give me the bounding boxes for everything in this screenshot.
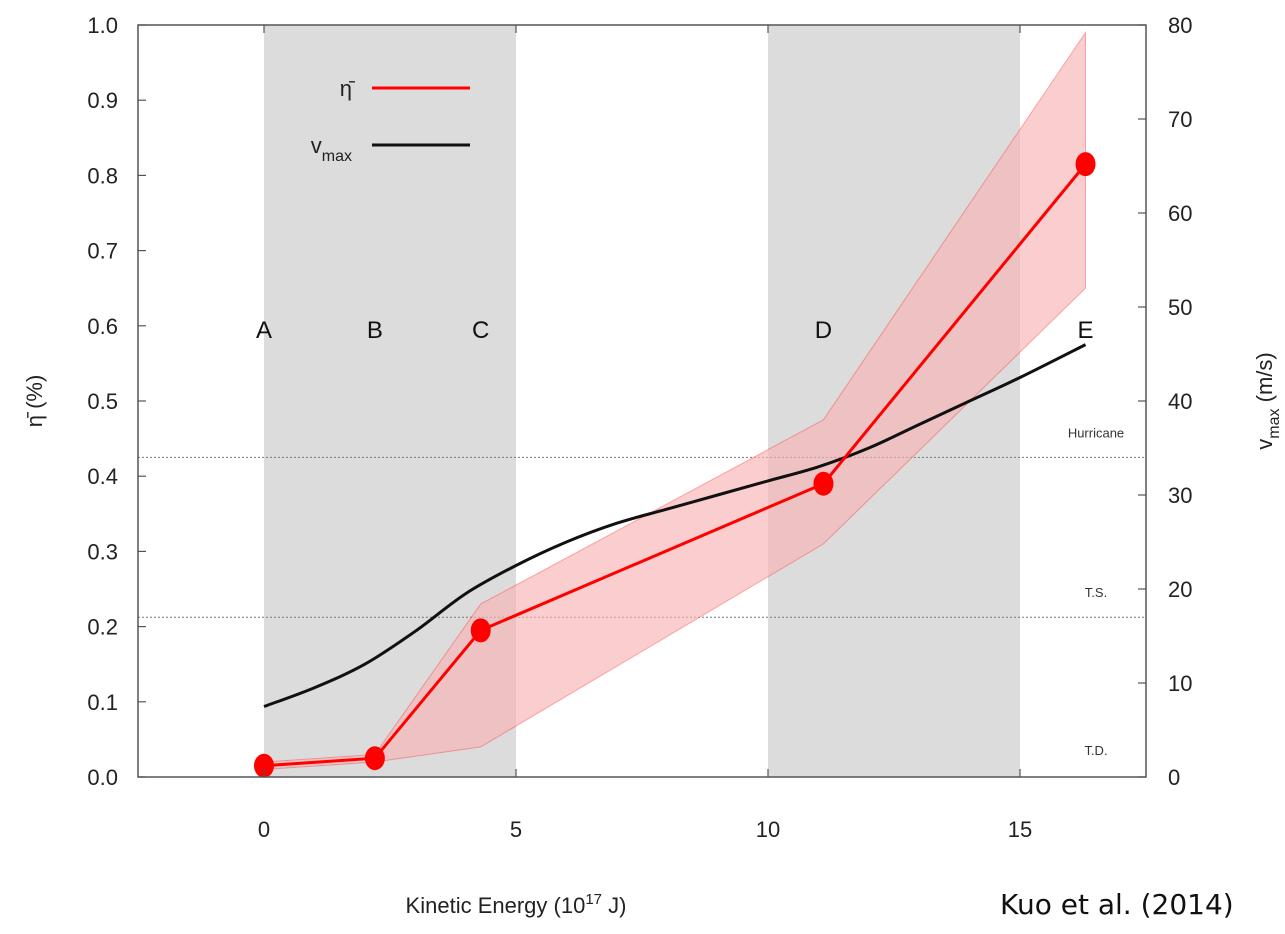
- y2-tick-label-3: 30: [1168, 483, 1192, 508]
- citation: Kuo et al. (2014): [1000, 888, 1234, 921]
- stage-label-b: B: [367, 317, 383, 344]
- y2-tick-label-1: 10: [1168, 671, 1192, 696]
- y-tick-label-7: 0.7: [87, 239, 118, 264]
- y-tick-label-8: 0.8: [87, 163, 118, 188]
- y-tick-label-2: 0.2: [87, 615, 118, 640]
- eta-point-0: [254, 753, 274, 778]
- x-axis-title: Kinetic Energy (1017 J): [406, 891, 627, 918]
- threshold-label-1: T.S.: [1085, 585, 1107, 600]
- y-tick-label-1: 0.1: [87, 690, 118, 715]
- stage-label-a: A: [256, 317, 272, 344]
- eta-point-2: [470, 618, 491, 643]
- y-tick-label-5: 0.5: [87, 389, 118, 414]
- legend-label-eta: η̄: [340, 76, 355, 101]
- x-tick-label-1: 5: [510, 817, 522, 842]
- eta-point-1: [364, 746, 385, 771]
- y-tick-label-0: 0.0: [87, 765, 118, 790]
- eta-point-3: [813, 471, 834, 496]
- eta-uncertainty-band: [263, 30, 1087, 771]
- y-tick-label-4: 0.4: [87, 464, 118, 489]
- x-tick-label-3: 15: [1008, 817, 1032, 842]
- legend-label-vmax: vmax: [311, 133, 352, 165]
- y-axis-title: η̄ (%): [22, 375, 47, 428]
- y2-tick-label-8: 80: [1168, 13, 1192, 38]
- stage-label-c: C: [472, 317, 489, 344]
- x-tick-label-2: 10: [756, 817, 780, 842]
- y2-axis-title: vmax (m/s): [1252, 352, 1283, 449]
- y2-tick-label-2: 20: [1168, 577, 1192, 602]
- eta-point-4: [1075, 152, 1096, 177]
- y2-tick-label-4: 40: [1168, 389, 1192, 414]
- y-tick-label-3: 0.3: [87, 539, 118, 564]
- vmax-series-line: [263, 343, 1087, 708]
- stage-label-d: D: [815, 317, 832, 344]
- y2-tick-label-5: 50: [1168, 295, 1192, 320]
- y-tick-label-10: 1.0: [87, 13, 118, 38]
- threshold-label-0: Hurricane: [1068, 425, 1124, 440]
- y2-tick-label-6: 60: [1168, 201, 1192, 226]
- y-tick-label-6: 0.6: [87, 314, 118, 339]
- y2-tick-label-0: 0: [1168, 765, 1180, 790]
- y2-tick-label-7: 70: [1168, 107, 1192, 132]
- y-tick-label-9: 0.9: [87, 88, 118, 113]
- threshold-label-2: T.D.: [1084, 743, 1107, 758]
- stage-label-e: E: [1078, 317, 1094, 344]
- x-tick-label-0: 0: [258, 817, 270, 842]
